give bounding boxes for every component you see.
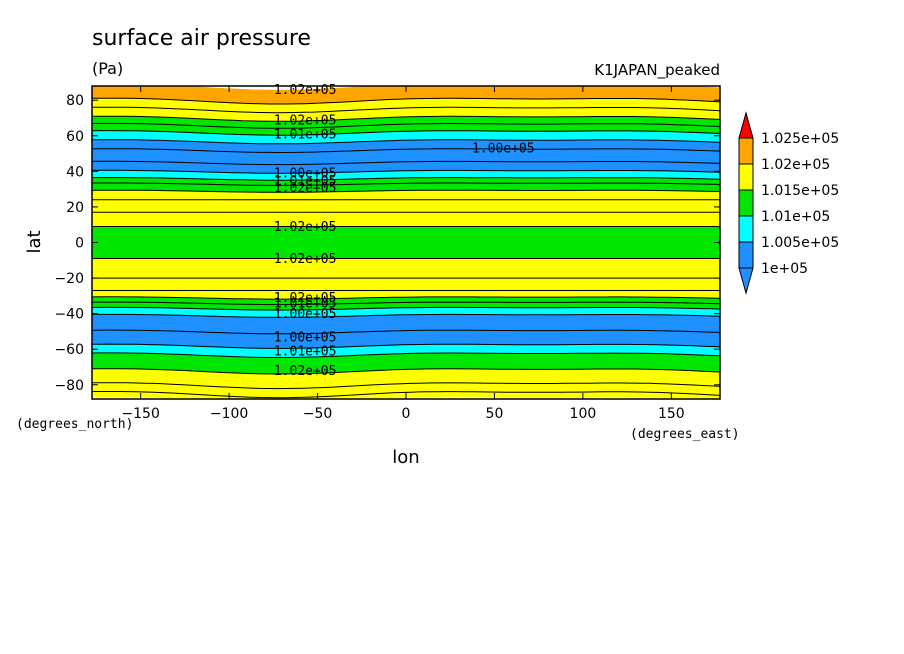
- y-tick-label-2: −40: [54, 307, 84, 323]
- contour-label-6: 1.02e+05: [274, 181, 337, 196]
- y-tick-label-8: 80: [66, 93, 84, 109]
- contour-line-20: [92, 160, 720, 166]
- y-tick-label-3: −20: [54, 271, 84, 287]
- contour-label-11: 1.00e+05: [274, 307, 337, 322]
- colorbar-label-4: 1.02e+05: [761, 157, 830, 173]
- y-tick-label-6: 40: [66, 164, 84, 180]
- contour-label-5: 1.01e+05: [274, 174, 337, 189]
- x-tick-label-5: 100: [570, 406, 597, 422]
- contour-label-0: 1.02e+05: [274, 83, 337, 98]
- contour-label-4: 1.00e+05: [274, 167, 337, 182]
- colorbar-label-3: 1.015e+05: [761, 183, 839, 199]
- colorbar-label-2: 1.01e+05: [761, 209, 830, 225]
- contour-line-7: [92, 306, 720, 311]
- contour-label-1: 1.02e+05: [274, 113, 337, 128]
- contour-line-17: [92, 182, 720, 186]
- y-tick-label-5: 20: [66, 200, 84, 216]
- contour-label-9: 1.02e+05: [274, 291, 337, 306]
- contour-line-21: [92, 148, 720, 153]
- x-tick-label-0: −150: [121, 406, 159, 422]
- contour-line-4: [92, 343, 720, 349]
- contour-line-0: [92, 391, 720, 399]
- contour-line-24: [92, 122, 720, 129]
- contour-line-1: [92, 382, 720, 390]
- colorbar-swatch-3: [738, 163, 754, 191]
- contour-band-7: [92, 258, 720, 300]
- contour-band-12: [92, 139, 720, 174]
- contour-labels: 1.02e+051.02e+051.01e+051.00e+051.00e+05…: [274, 83, 535, 379]
- contour-line-9: [92, 296, 720, 300]
- y-tick-label-1: −60: [54, 342, 84, 358]
- y-axis-units: (degrees_north): [16, 417, 133, 432]
- dataset-label: K1JAPAN_peaked: [594, 61, 720, 80]
- contour-line-3: [92, 352, 720, 358]
- contour-label-12: 1.00e+05: [274, 330, 337, 345]
- contour-label-14: 1.02e+05: [274, 364, 337, 379]
- contour-lines: [92, 97, 720, 399]
- colorbar-label-5: 1.025e+05: [761, 131, 839, 147]
- colorbar-label-1: 1.005e+05: [761, 235, 839, 251]
- contour-line-5: [92, 329, 720, 335]
- contour-label-2: 1.01e+05: [274, 128, 337, 143]
- contour-label-13: 1.01e+05: [274, 344, 337, 359]
- x-axis-label: lon: [392, 447, 419, 468]
- contour-line-8: [92, 301, 720, 306]
- contour-line-22: [92, 139, 720, 145]
- contour-line-18: [92, 176, 720, 181]
- contour-label-8: 1.02e+05: [274, 252, 337, 267]
- y-tick-label-4: 0: [75, 236, 84, 252]
- y-tick-label-7: 60: [66, 129, 84, 145]
- contour-label-10: 1.01e+05: [274, 296, 337, 311]
- colorbar-swatch-2: [738, 189, 754, 217]
- colorbar-swatch-0: [738, 241, 754, 269]
- x-tick-label-2: −50: [303, 406, 333, 422]
- y-axis-ticks: −80 −60 −40 −20 0 20 40 60 80: [54, 93, 720, 394]
- y-axis-label: lat: [24, 230, 45, 253]
- contour-line-26: [92, 106, 720, 114]
- x-axis-units: (degrees_east): [630, 427, 740, 442]
- colorbar-label-0: 1e+05: [761, 261, 808, 277]
- colorbar-swatch-1: [738, 215, 754, 243]
- chart-units: (Pa): [92, 59, 123, 78]
- contour-label-3: 1.00e+05: [472, 142, 535, 157]
- x-tick-label-1: −100: [210, 406, 248, 422]
- colorbar-swatch-4: [738, 137, 754, 165]
- chart-title: surface air pressure: [92, 26, 311, 51]
- x-axis-ticks: −150 −100 −50 0 50 100 150: [121, 86, 685, 422]
- contour-line-25: [92, 115, 720, 122]
- contour-line-6: [92, 313, 720, 318]
- contour-line-19: [92, 169, 720, 174]
- x-tick-label-4: 50: [486, 406, 504, 422]
- contour-line-16: [92, 189, 720, 193]
- contour-label-7: 1.02e+05: [274, 220, 337, 235]
- contour-line-27: [92, 97, 720, 105]
- colorbar-above-triangle: [738, 111, 754, 139]
- contour-band-9: [92, 189, 720, 227]
- contour-band-8: [92, 226, 720, 259]
- contour-line-23: [92, 130, 720, 136]
- colorbar: 1e+05 1.005e+05 1.01e+05 1.015e+05 1.02e+05 1…: [738, 111, 839, 295]
- x-tick-label-6: 150: [658, 406, 685, 422]
- colorbar-below-triangle: [738, 267, 754, 295]
- y-tick-label-0: −80: [54, 378, 84, 394]
- contour-bands: [92, 86, 720, 399]
- contour-line-2: [92, 368, 720, 375]
- x-tick-label-3: 0: [402, 406, 411, 422]
